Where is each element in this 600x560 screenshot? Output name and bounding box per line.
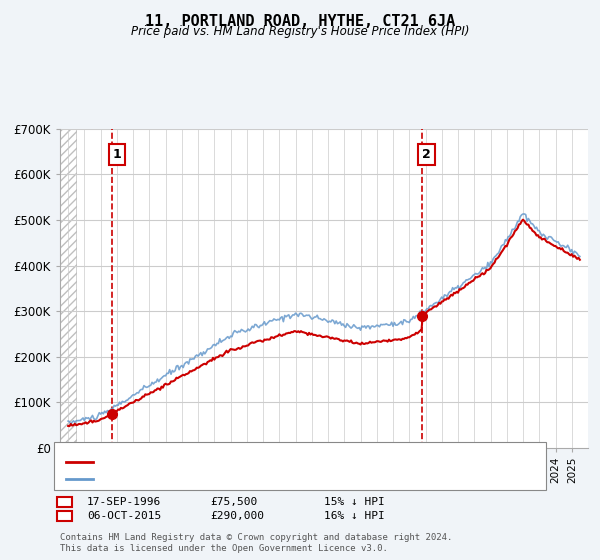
Text: Price paid vs. HM Land Registry's House Price Index (HPI): Price paid vs. HM Land Registry's House … [131, 25, 469, 38]
Text: Contains HM Land Registry data © Crown copyright and database right 2024.
This d: Contains HM Land Registry data © Crown c… [60, 533, 452, 553]
Text: £75,500: £75,500 [210, 497, 257, 507]
Text: 11, PORTLAND ROAD, HYTHE, CT21 6JA: 11, PORTLAND ROAD, HYTHE, CT21 6JA [145, 14, 455, 29]
Text: HPI: Average price, detached house, Folkestone and Hythe: HPI: Average price, detached house, Folk… [96, 474, 446, 484]
Text: £290,000: £290,000 [210, 511, 264, 521]
Text: 06-OCT-2015: 06-OCT-2015 [87, 511, 161, 521]
Bar [60, 129, 76, 448]
Text: 1: 1 [113, 148, 122, 161]
Text: 17-SEP-1996: 17-SEP-1996 [87, 497, 161, 507]
Text: 16% ↓ HPI: 16% ↓ HPI [324, 511, 385, 521]
Text: 15% ↓ HPI: 15% ↓ HPI [324, 497, 385, 507]
Text: 2: 2 [61, 511, 68, 521]
Text: 11, PORTLAND ROAD, HYTHE, CT21 6JA (detached house): 11, PORTLAND ROAD, HYTHE, CT21 6JA (deta… [96, 457, 415, 467]
Text: 2: 2 [422, 148, 431, 161]
Text: 1: 1 [61, 497, 68, 507]
